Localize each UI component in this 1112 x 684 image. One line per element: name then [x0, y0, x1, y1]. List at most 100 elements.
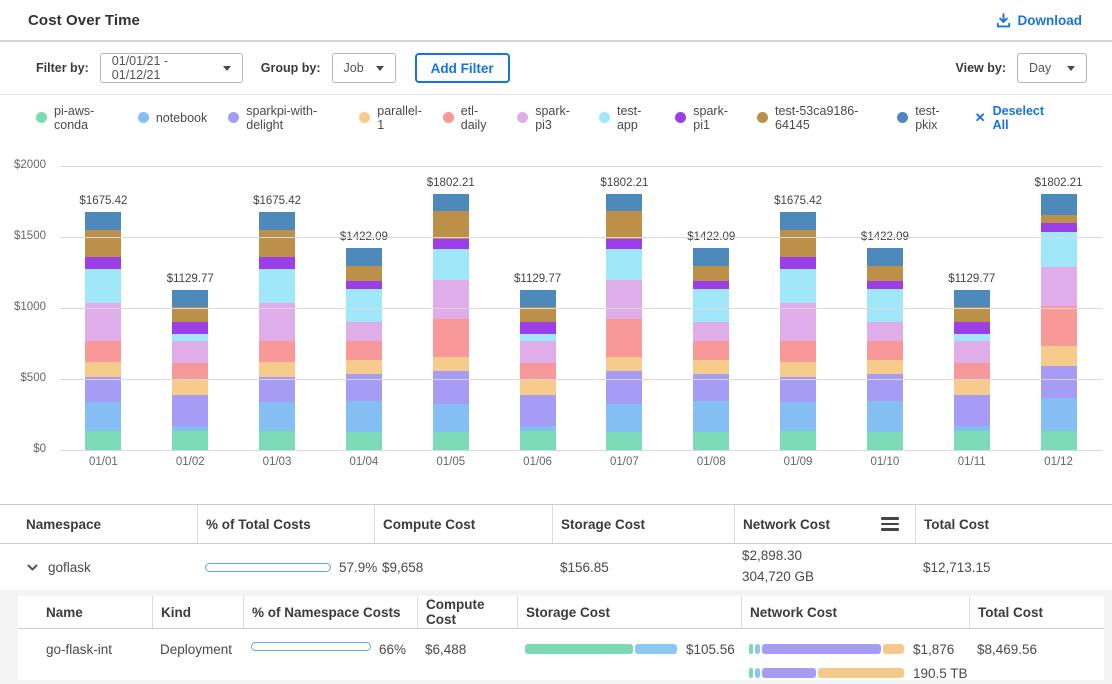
bar-segment-test-app[interactable] [780, 268, 817, 304]
bar-segment-sparkpi-with-delight[interactable] [259, 376, 296, 402]
bar-segment-parallel-1[interactable] [345, 360, 382, 374]
bar-segment-spark-pi3[interactable] [259, 303, 296, 341]
column-settings-icon[interactable] [881, 517, 899, 531]
bar-segment-spark-pi1[interactable] [866, 280, 903, 290]
bar-segment-parallel-1[interactable] [432, 356, 469, 372]
stacked-bar-01/12[interactable]: $1802.21 [1035, 177, 1083, 450]
bar-segment-etl-daily[interactable] [780, 340, 817, 363]
bar-segment-test-app[interactable] [259, 268, 296, 304]
bar-segment-pi-aws-conda[interactable] [519, 431, 556, 450]
legend-item-spark-pi1[interactable]: spark-pi1 [675, 104, 736, 132]
bar-segment-sparkpi-with-delight[interactable] [345, 373, 382, 402]
chevron-down-icon[interactable] [26, 561, 39, 574]
bar-segment-sparkpi-with-delight[interactable] [780, 376, 817, 402]
bar-segment-spark-pi3[interactable] [432, 280, 469, 320]
bar-segment-pi-aws-conda[interactable] [1040, 430, 1077, 450]
bar-segment-test-pkix[interactable] [693, 247, 730, 266]
bar-segment-spark-pi3[interactable] [345, 322, 382, 342]
bar-segment-spark-pi3[interactable] [606, 280, 643, 320]
bar-segment-spark-pi3[interactable] [780, 303, 817, 341]
bar-segment-sparkpi-with-delight[interactable] [85, 376, 122, 402]
bar-segment-test-pkix[interactable] [606, 194, 643, 212]
bar-segment-test-53ca9186-64145[interactable] [345, 265, 382, 281]
bar-segment-test-53ca9186-64145[interactable] [432, 211, 469, 239]
bar-segment-notebook[interactable] [432, 403, 469, 432]
bar-segment-test-pkix[interactable] [519, 289, 556, 307]
bar-segment-parallel-1[interactable] [172, 379, 209, 396]
bar-segment-pi-aws-conda[interactable] [85, 431, 122, 450]
bar-segment-test-53ca9186-64145[interactable] [953, 307, 990, 323]
bar-segment-test-app[interactable] [606, 248, 643, 280]
subcol-storage-cost[interactable]: Storage Cost [517, 596, 741, 628]
bar-segment-etl-daily[interactable] [259, 340, 296, 363]
bar-segment-notebook[interactable] [259, 401, 296, 432]
bar-segment-pi-aws-conda[interactable] [259, 431, 296, 450]
bar-segment-test-53ca9186-64145[interactable] [780, 229, 817, 258]
bar-segment-spark-pi1[interactable] [259, 257, 296, 269]
bar-segment-notebook[interactable] [1040, 398, 1077, 431]
bar-segment-parallel-1[interactable] [1040, 346, 1077, 366]
legend-item-spark-pi3[interactable]: spark-pi3 [517, 104, 578, 132]
bar-segment-parallel-1[interactable] [780, 362, 817, 377]
bar-segment-etl-daily[interactable] [953, 362, 990, 380]
bar-segment-etl-daily[interactable] [519, 362, 556, 380]
bar-segment-notebook[interactable] [866, 401, 903, 432]
bar-segment-notebook[interactable] [345, 401, 382, 432]
col-storage-cost[interactable]: Storage Cost [552, 505, 734, 543]
bar-segment-spark-pi3[interactable] [1040, 266, 1077, 307]
bar-segment-notebook[interactable] [606, 403, 643, 432]
bar-segment-pi-aws-conda[interactable] [780, 431, 817, 450]
table-row-goflask[interactable]: goflask 57.9% $9,658 $156.85 $2,898.30 3… [0, 544, 1112, 590]
bar-segment-notebook[interactable] [519, 425, 556, 432]
bar-segment-etl-daily[interactable] [85, 340, 122, 363]
date-range-select[interactable]: 01/01/21 - 01/12/21 [99, 53, 243, 83]
col-pct-total-costs[interactable]: % of Total Costs [197, 505, 374, 543]
legend-item-sparkpi-with-delight[interactable]: sparkpi-with-delight [228, 104, 338, 132]
bar-segment-test-53ca9186-64145[interactable] [693, 265, 730, 281]
bar-segment-test-app[interactable] [953, 334, 990, 341]
bar-segment-etl-daily[interactable] [1040, 306, 1077, 347]
stacked-bar-01/03[interactable]: $1675.42 [253, 195, 301, 450]
bar-segment-parallel-1[interactable] [866, 360, 903, 374]
bar-segment-test-app[interactable] [345, 289, 382, 323]
bar-segment-spark-pi1[interactable] [693, 280, 730, 290]
bar-segment-spark-pi3[interactable] [953, 340, 990, 363]
workload-name-cell[interactable]: go-flask-int [46, 642, 113, 657]
bar-segment-spark-pi1[interactable] [780, 257, 817, 269]
subcol-name[interactable]: Name [46, 604, 83, 620]
legend-item-test-pkix[interactable]: test-pkix [897, 104, 954, 132]
bar-segment-spark-pi1[interactable] [953, 322, 990, 335]
bar-segment-test-pkix[interactable] [432, 194, 469, 212]
bar-segment-parallel-1[interactable] [519, 379, 556, 396]
bar-segment-test-53ca9186-64145[interactable] [866, 265, 903, 281]
legend-item-etl-daily[interactable]: etl-daily [442, 104, 496, 132]
bar-segment-pi-aws-conda[interactable] [866, 431, 903, 450]
stacked-bar-01/08[interactable]: $1422.09 [687, 231, 735, 450]
bar-segment-spark-pi1[interactable] [172, 322, 209, 335]
legend-item-parallel-1[interactable]: parallel-1 [359, 104, 422, 132]
stacked-bar-01/02[interactable]: $1129.77 [167, 273, 214, 450]
bar-segment-sparkpi-with-delight[interactable] [693, 373, 730, 402]
bar-segment-test-53ca9186-64145[interactable] [259, 229, 296, 258]
bar-segment-test-53ca9186-64145[interactable] [1040, 214, 1077, 224]
stacked-bar-01/01[interactable]: $1675.42 [79, 195, 127, 450]
bar-segment-pi-aws-conda[interactable] [432, 431, 469, 450]
bar-segment-test-53ca9186-64145[interactable] [519, 307, 556, 323]
sub-table-row-go-flask-int[interactable]: go-flask-int Deployment 66% $6,488 $105.… [18, 629, 1104, 681]
bar-segment-test-53ca9186-64145[interactable] [172, 307, 209, 323]
bar-segment-spark-pi3[interactable] [866, 322, 903, 342]
bar-segment-notebook[interactable] [85, 401, 122, 432]
bar-segment-spark-pi1[interactable] [1040, 223, 1077, 233]
bar-segment-test-pkix[interactable] [780, 212, 817, 230]
bar-segment-etl-daily[interactable] [345, 341, 382, 361]
col-network-cost[interactable]: Network Cost [734, 505, 915, 543]
bar-segment-etl-daily[interactable] [172, 362, 209, 380]
bar-segment-parallel-1[interactable] [85, 362, 122, 377]
bar-segment-test-pkix[interactable] [172, 289, 209, 307]
legend-item-test-app[interactable]: test-app [598, 104, 654, 132]
bar-segment-test-53ca9186-64145[interactable] [606, 211, 643, 239]
bar-segment-notebook[interactable] [953, 425, 990, 432]
legend-item-pi-aws-conda[interactable]: pi-aws-conda [36, 104, 117, 132]
bar-segment-test-53ca9186-64145[interactable] [85, 229, 122, 258]
subcol-network-cost[interactable]: Network Cost [741, 596, 969, 628]
